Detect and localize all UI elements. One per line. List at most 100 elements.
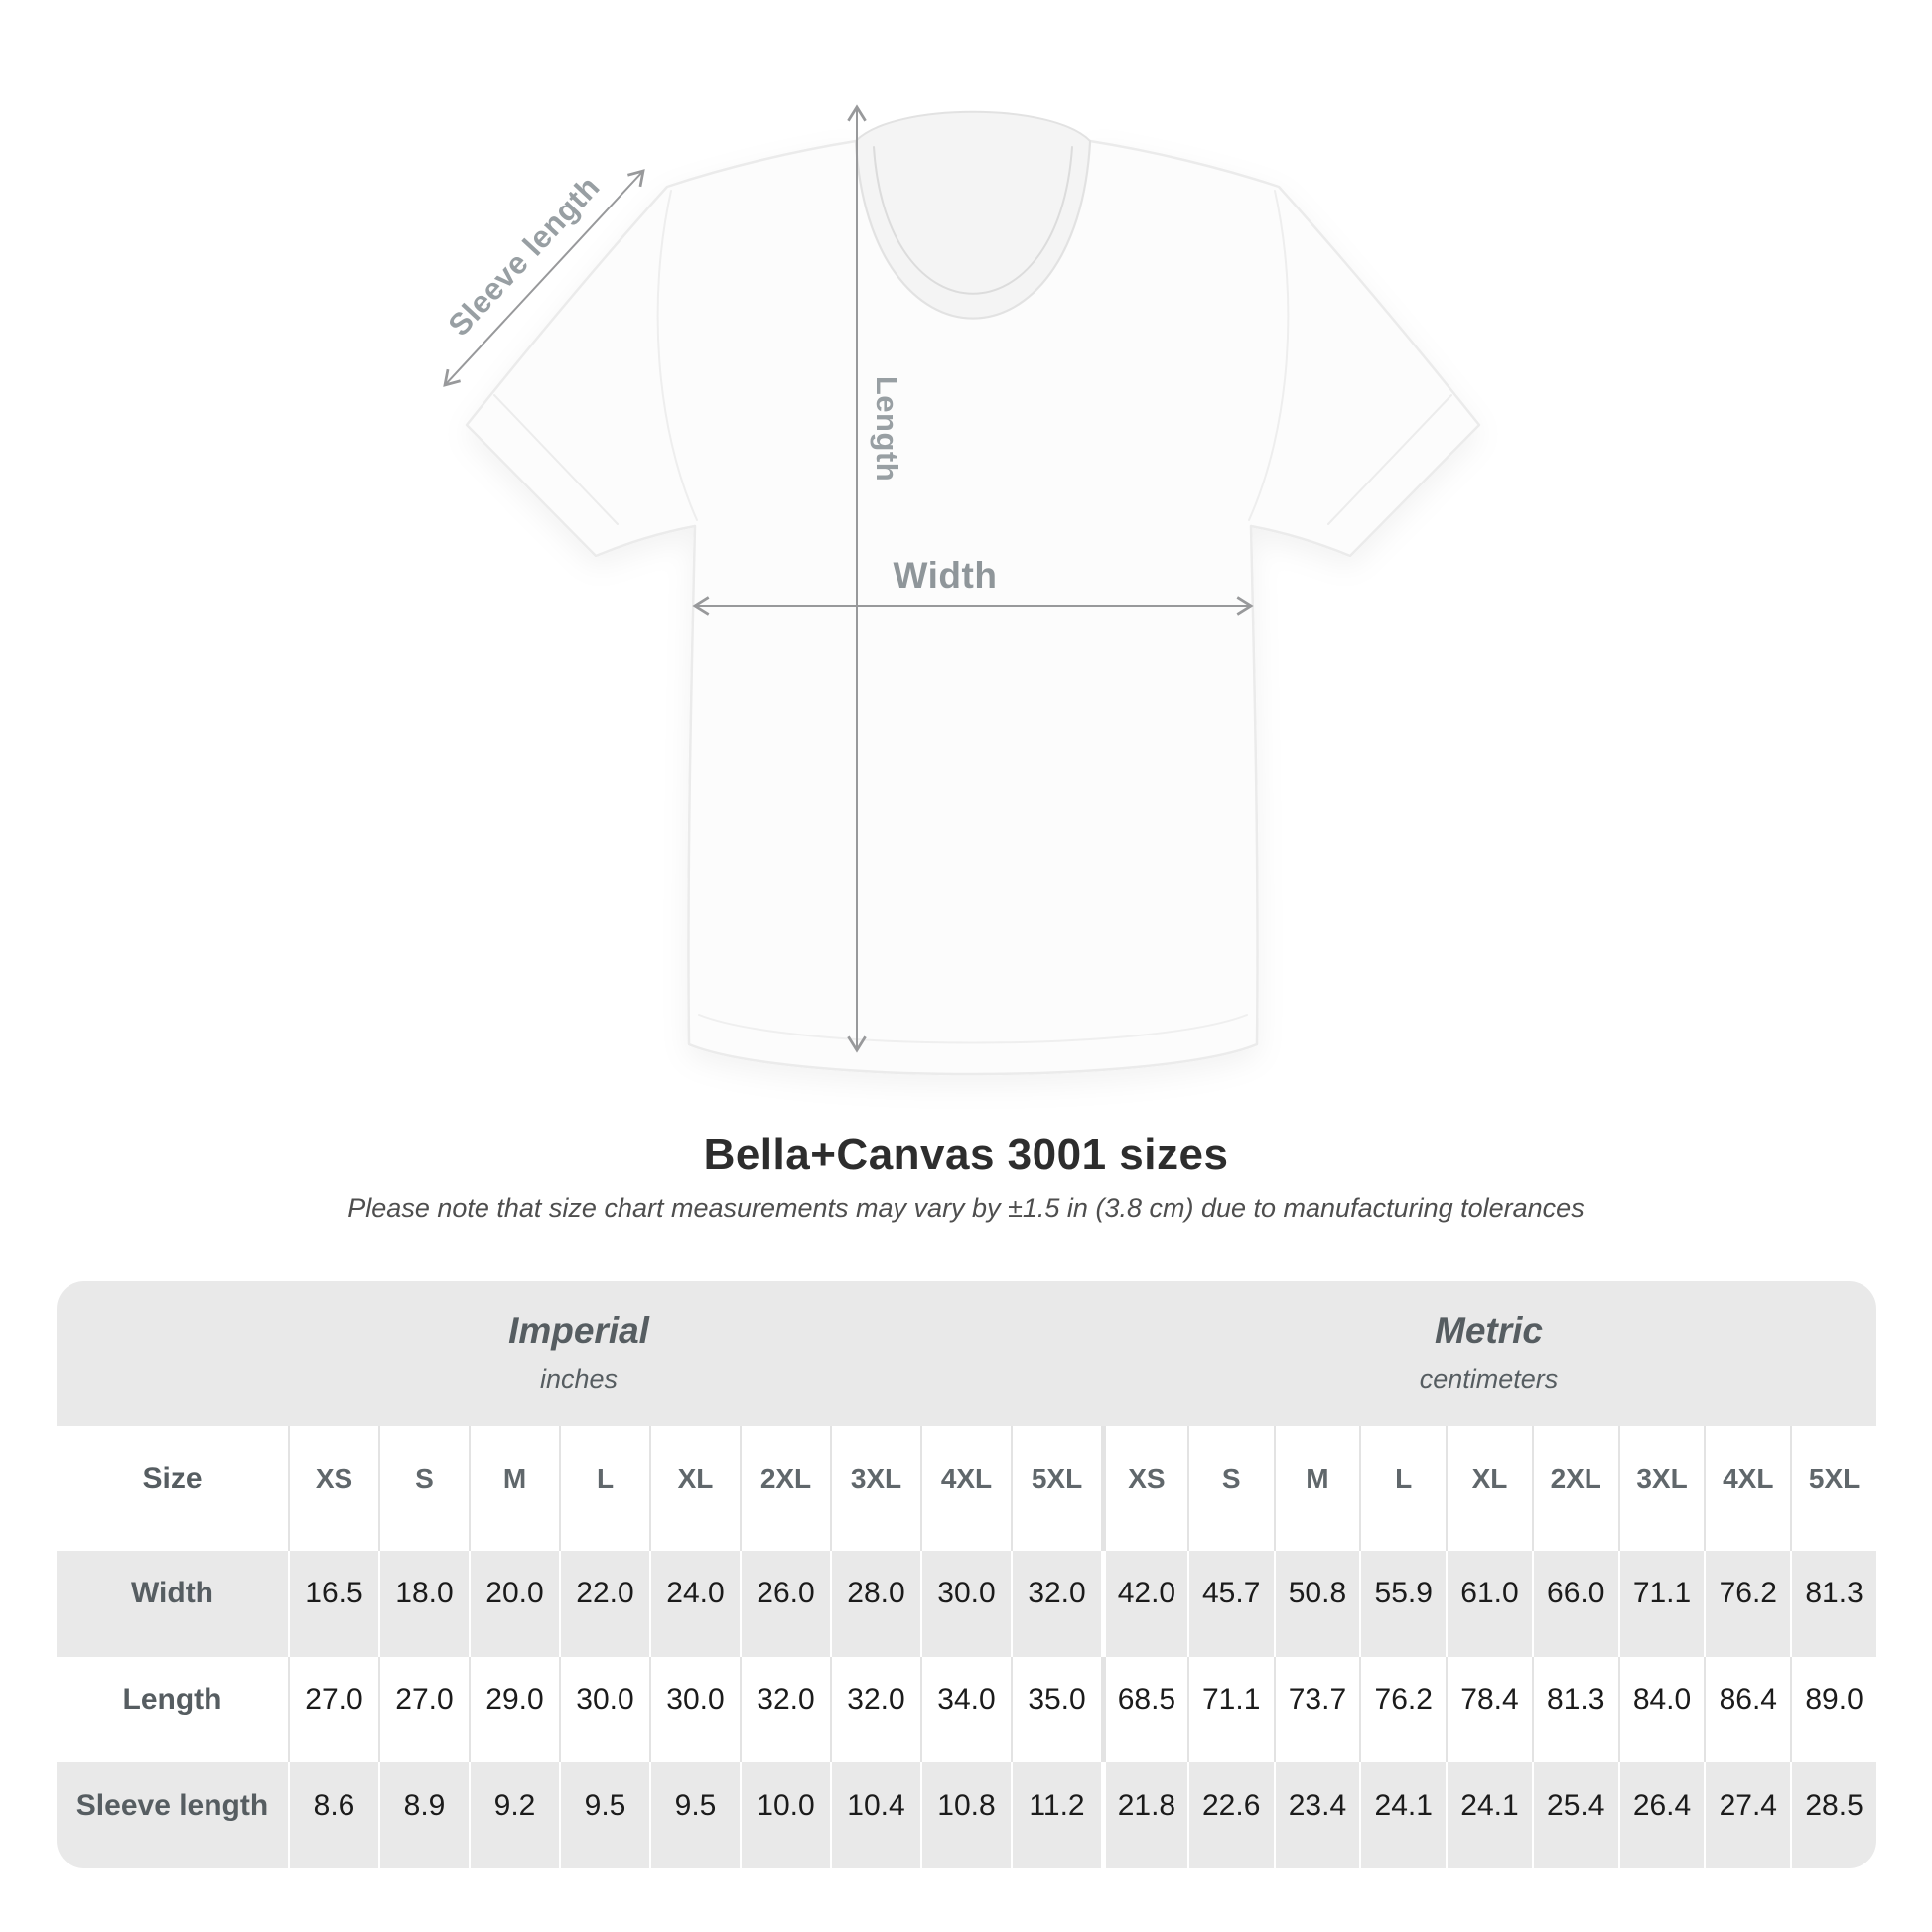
size-header-cell: 5XL bbox=[1790, 1425, 1876, 1551]
value-cell: 26.4 bbox=[1617, 1762, 1705, 1868]
page-title: Bella+Canvas 3001 sizes bbox=[703, 1130, 1229, 1178]
imperial-label: Imperial bbox=[508, 1311, 649, 1352]
value-cell: 10.8 bbox=[920, 1762, 1011, 1868]
imperial-sublabel: inches bbox=[539, 1364, 619, 1395]
value-cell: 76.2 bbox=[1704, 1550, 1791, 1657]
value-cell: 35.0 bbox=[1011, 1656, 1102, 1763]
page-subtitle: Please note that size chart measurements… bbox=[347, 1193, 1585, 1223]
value-cell: 27.0 bbox=[378, 1656, 469, 1763]
value-cell: 50.8 bbox=[1273, 1550, 1360, 1657]
value-cell: 68.5 bbox=[1101, 1656, 1187, 1763]
size-header-cell: 2XL bbox=[740, 1425, 830, 1551]
value-cell: 21.8 bbox=[1101, 1762, 1187, 1868]
value-cell: 42.0 bbox=[1101, 1550, 1187, 1657]
size-header-cell: M bbox=[469, 1425, 559, 1551]
value-cell: 76.2 bbox=[1359, 1656, 1447, 1763]
metric-label: Metric bbox=[1435, 1311, 1543, 1352]
size-header-cell: 5XL bbox=[1011, 1425, 1102, 1551]
value-cell: 20.0 bbox=[469, 1550, 559, 1657]
size-chart-table: Imperial inches Metric centimeters Size XS S M L… bbox=[57, 1281, 1876, 1868]
tshirt-hem-seam bbox=[698, 1014, 1248, 1044]
value-cell: 73.7 bbox=[1273, 1656, 1360, 1763]
value-cell: 22.6 bbox=[1186, 1762, 1274, 1868]
value-cell: 81.3 bbox=[1790, 1550, 1876, 1657]
value-cell: 30.0 bbox=[649, 1656, 740, 1763]
tshirt-cuff-seam-left bbox=[493, 394, 619, 525]
value-cell: 24.0 bbox=[649, 1550, 740, 1657]
tshirt-diagram bbox=[443, 104, 1481, 1076]
value-cell: 89.0 bbox=[1790, 1656, 1876, 1763]
size-header-cell: L bbox=[559, 1425, 649, 1551]
value-cell: 8.9 bbox=[378, 1762, 469, 1868]
unit-group-row: Imperial inches Metric centimeters bbox=[57, 1281, 1876, 1426]
size-header-cell: L bbox=[1359, 1425, 1447, 1551]
size-header-row: Size XS S M L XL 2XL 3XL 4XL 5XL XS S M L XL 2XL 3XL 4XL 5… bbox=[57, 1425, 1876, 1551]
row-label: Length bbox=[57, 1656, 288, 1763]
value-cell: 71.1 bbox=[1617, 1550, 1705, 1657]
group-header-imperial: Imperial inches bbox=[57, 1281, 1102, 1426]
size-header-cell: 2XL bbox=[1531, 1425, 1618, 1551]
value-cell: 45.7 bbox=[1186, 1550, 1274, 1657]
tshirt-collar bbox=[855, 110, 1091, 320]
size-header-cell: 3XL bbox=[830, 1425, 920, 1551]
value-cell: 27.0 bbox=[288, 1656, 378, 1763]
group-header-metric: Metric centimeters bbox=[1101, 1281, 1876, 1426]
value-cell: 10.4 bbox=[830, 1762, 920, 1868]
size-header-cell: 4XL bbox=[1704, 1425, 1791, 1551]
value-cell: 23.4 bbox=[1273, 1762, 1360, 1868]
value-cell: 32.0 bbox=[830, 1656, 920, 1763]
value-cell: 55.9 bbox=[1359, 1550, 1447, 1657]
value-cell: 29.0 bbox=[469, 1656, 559, 1763]
metric-sublabel: centimeters bbox=[1419, 1364, 1559, 1395]
value-cell: 32.0 bbox=[740, 1656, 830, 1763]
value-cell: 84.0 bbox=[1617, 1656, 1705, 1763]
value-cell: 9.2 bbox=[469, 1762, 559, 1868]
size-table-body: Imperial inches Metric centimeters Size XS S M L… bbox=[57, 1281, 1876, 1868]
value-cell: 66.0 bbox=[1531, 1550, 1618, 1657]
size-header-cell: XL bbox=[649, 1425, 740, 1551]
sleeve-length-arrow bbox=[443, 169, 645, 387]
value-cell: 26.0 bbox=[740, 1550, 830, 1657]
value-cell: 9.5 bbox=[649, 1762, 740, 1868]
value-cell: 27.4 bbox=[1704, 1762, 1791, 1868]
value-cell: 28.0 bbox=[830, 1550, 920, 1657]
row-label: Sleeve length bbox=[57, 1762, 288, 1868]
value-cell: 34.0 bbox=[920, 1656, 1011, 1763]
value-cell: 71.1 bbox=[1186, 1656, 1274, 1763]
value-cell: 30.0 bbox=[920, 1550, 1011, 1657]
value-cell: 22.0 bbox=[559, 1550, 649, 1657]
value-cell: 61.0 bbox=[1446, 1550, 1532, 1657]
value-cell: 10.0 bbox=[740, 1762, 830, 1868]
row-label: Width bbox=[57, 1550, 288, 1657]
width-label: Width bbox=[893, 555, 998, 596]
value-cell: 28.5 bbox=[1790, 1762, 1876, 1868]
size-header-cell: M bbox=[1273, 1425, 1360, 1551]
value-cell: 78.4 bbox=[1446, 1656, 1532, 1763]
value-cell: 9.5 bbox=[559, 1762, 649, 1868]
size-header-cell: XS bbox=[288, 1425, 378, 1551]
measurement-row: Length 27.0 27.0 29.0 30.0 30.0 32.0 32.0 34.0 35… bbox=[57, 1656, 1876, 1763]
tshirt-armhole-seam-left bbox=[656, 190, 698, 521]
value-cell: 25.4 bbox=[1531, 1762, 1618, 1868]
value-cell: 24.1 bbox=[1359, 1762, 1447, 1868]
value-cell: 16.5 bbox=[288, 1550, 378, 1657]
size-table: Imperial inches Metric centimeters Size XS S M L… bbox=[57, 1281, 1876, 1868]
value-cell: 24.1 bbox=[1446, 1762, 1532, 1868]
size-header-cell: S bbox=[378, 1425, 469, 1551]
measurement-arrows bbox=[443, 104, 1254, 1053]
length-label: Length bbox=[870, 375, 904, 483]
size-header-cell: XS bbox=[1101, 1425, 1187, 1551]
value-cell: 32.0 bbox=[1011, 1550, 1102, 1657]
value-cell: 11.2 bbox=[1011, 1762, 1102, 1868]
size-header-cell: 4XL bbox=[920, 1425, 1011, 1551]
tshirt-cuff-seam-right bbox=[1327, 394, 1452, 525]
value-cell: 86.4 bbox=[1704, 1656, 1791, 1763]
measurement-row: Sleeve length 8.6 8.9 9.2 9.5 9.5 10.0 10.4 10.8… bbox=[57, 1762, 1876, 1868]
size-header-cell: 3XL bbox=[1617, 1425, 1705, 1551]
size-header-cell: S bbox=[1186, 1425, 1274, 1551]
value-cell: 30.0 bbox=[559, 1656, 649, 1763]
value-cell: 81.3 bbox=[1531, 1656, 1618, 1763]
tshirt-collar-ribbing bbox=[873, 146, 1073, 295]
value-cell: 18.0 bbox=[378, 1550, 469, 1657]
